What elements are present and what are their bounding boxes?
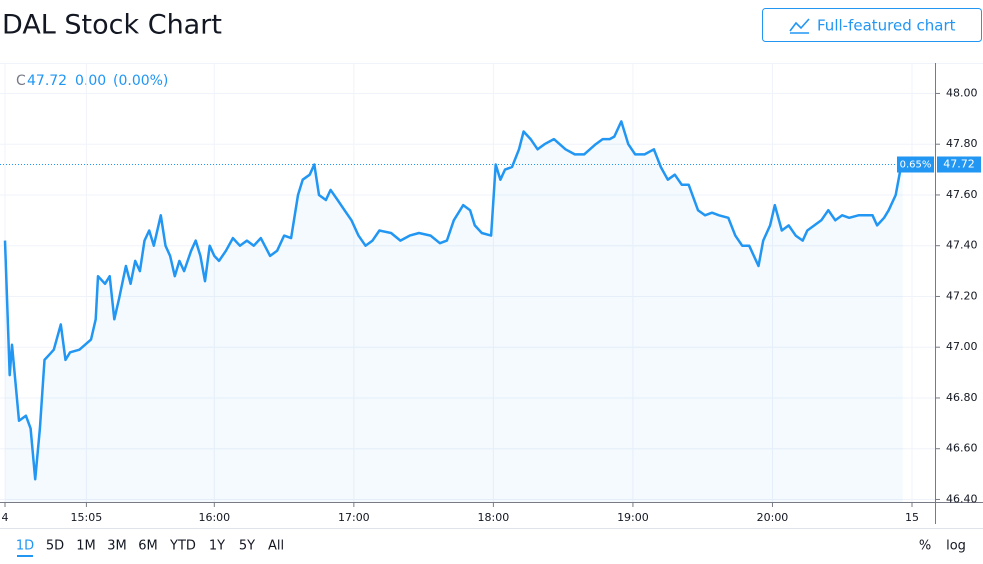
range-button[interactable]: 3M [107,539,127,554]
price-line [3,120,904,481]
legend-change-pct: (0.00%) [113,73,168,89]
y-tick-label: 46.40 [946,492,978,505]
range-button[interactable]: 1D [16,539,34,554]
x-tick-label: 16:00 [198,511,230,524]
chart-icon [789,18,810,34]
plot-top [0,63,983,64]
y-tick-label: 47.00 [946,340,978,353]
change-badge [897,156,934,173]
y-tick-label: 46.60 [946,442,978,455]
price-area [5,121,903,503]
legend-change: 0.00 [75,73,106,89]
x-tick-label: 15 [905,511,919,524]
change-label: 0.65% [900,160,932,171]
y-tick-label: 47.20 [946,289,978,302]
x-tick-label: 4 [2,511,9,524]
full-chart-button[interactable] [762,8,982,42]
range-button[interactable]: 5Y [239,539,255,554]
price-badge [937,156,981,173]
percent-toggle[interactable]: % [919,539,931,554]
y-tick-label: 47.60 [946,188,978,201]
x-tick-label: 15:05 [71,511,103,524]
log-toggle[interactable]: log [946,539,966,554]
price-label: 47.72 [943,158,975,171]
legend-close: 47.72 [27,73,67,89]
range-button[interactable]: 6M [138,539,158,554]
legend-prefix: C [16,73,26,89]
range-button[interactable]: YTD [169,539,196,554]
range-button[interactable]: 1M [76,539,96,554]
range-button[interactable]: 1Y [209,539,225,554]
y-tick-label: 46.80 [946,391,978,404]
x-tick-label: 20:00 [757,511,789,524]
y-tick-label: 47.80 [946,137,978,150]
y-tick-label: 48.00 [946,86,978,99]
range-button[interactable]: 5D [46,539,64,554]
full-chart-label[interactable]: Full-featured chart [817,17,956,35]
x-tick-label: 18:00 [478,511,510,524]
x-tick-label: 19:00 [617,511,649,524]
x-tick-label: 17:00 [338,511,370,524]
legend: C 47.72 0.00 (0.00%) [16,73,168,89]
range-button[interactable]: All [268,539,284,554]
y-tick-label: 47.40 [946,239,978,252]
page-title: DAL Stock Chart [2,10,222,41]
